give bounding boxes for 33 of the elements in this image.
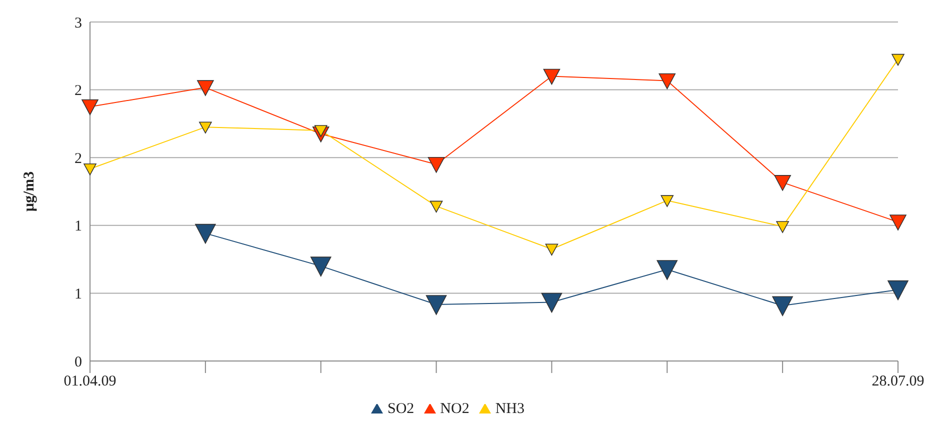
point	[543, 68, 560, 85]
point	[84, 164, 96, 176]
point	[541, 292, 562, 313]
legend-label: NO2	[440, 401, 470, 417]
point	[660, 195, 674, 207]
point	[545, 244, 558, 256]
legend-label: SO2	[387, 401, 414, 417]
point	[310, 256, 332, 276]
point	[888, 280, 908, 300]
point	[890, 214, 906, 230]
y-tick-label: 2	[74, 83, 82, 100]
point	[426, 295, 447, 315]
point	[430, 200, 443, 213]
point	[772, 296, 793, 316]
x-tick-label: 01.04.09	[64, 374, 116, 390]
point	[195, 224, 216, 244]
point	[892, 54, 904, 66]
legend-label: NH3	[495, 401, 525, 417]
point	[197, 80, 214, 96]
y-tick-label: 1	[74, 218, 82, 235]
y-tick-label: 1	[74, 286, 82, 303]
y-tick-label: 3	[74, 15, 82, 32]
y-axis-title: µg/m3	[21, 171, 38, 212]
x-tick-label: 28.07.09	[872, 374, 924, 390]
point	[658, 73, 676, 90]
y-tick-label: 0	[74, 354, 82, 370]
point	[82, 99, 98, 116]
y-tick-label: 2	[74, 150, 82, 167]
point	[774, 175, 791, 191]
point	[776, 221, 789, 233]
point	[656, 260, 678, 280]
point	[199, 122, 212, 134]
point	[428, 156, 445, 173]
